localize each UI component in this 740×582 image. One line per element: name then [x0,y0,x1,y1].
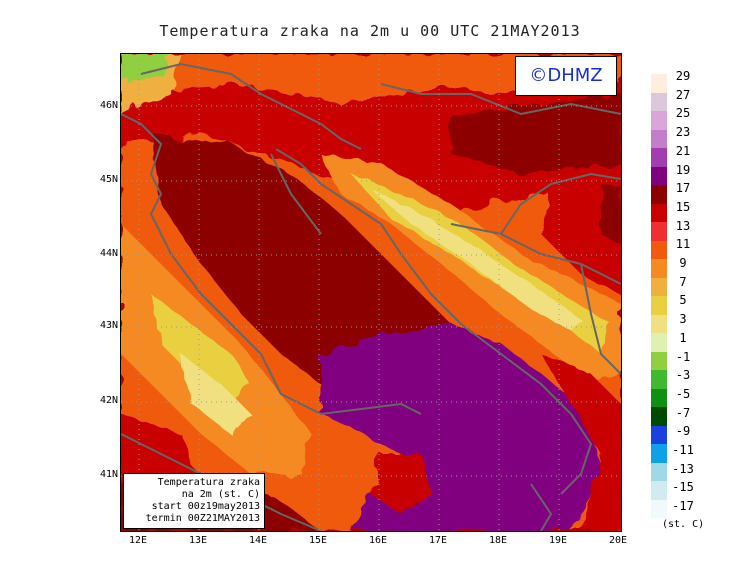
colorbar-swatch [651,185,667,204]
colorbar-swatch [651,407,667,426]
colorbar-swatch [651,351,667,370]
colorbar-swatch [651,314,667,333]
colorbar-label: -11 [672,443,694,457]
colorbar-swatch [651,148,667,167]
colorbar-swatch [651,92,667,111]
colorbar-label: -5 [675,386,691,401]
colorbar-unit: (st. C) [662,519,705,530]
colorbar-label: -9 [675,424,691,439]
colorbar-label: 1 [679,330,687,345]
lon-label-12e: 12E [128,535,148,546]
colorbar-swatch [651,481,667,500]
lon-label-13e: 13E [188,535,208,546]
info-line-4: termin 00Z21MAY2013 [145,513,260,524]
colorbar-label: 25 [675,106,691,121]
colorbar-swatch [651,74,667,93]
lon-label-20e: 20E [608,535,628,546]
lat-label-42n: 42N [99,395,118,406]
dhmz-logo: ©DHMZ [515,56,617,96]
info-line-2: na 2m (st. C) [181,489,260,500]
colorbar-swatch [651,499,667,518]
colorbar-label: 23 [675,125,691,140]
colorbar-label: -3 [675,368,691,383]
map-title: Temperatura zraka na 2m u 00 UTC 21MAY20… [159,22,581,40]
temperature-field [121,54,621,531]
lon-label-17e: 17E [428,535,448,546]
colorbar-label: 15 [675,199,691,214]
lat-label-45n: 45N [99,174,118,185]
colorbar-label: 17 [675,181,691,196]
colorbar [651,74,667,518]
lon-label-19e: 19E [548,535,568,546]
colorbar-swatch [651,240,667,259]
colorbar-swatch [651,203,667,222]
lat-label-43n: 43N [99,320,118,331]
colorbar-label: 11 [675,237,691,252]
coastline [121,62,621,531]
colorbar-swatch [651,370,667,389]
graticule [121,54,621,531]
colorbar-label: -17 [672,499,694,514]
colorbar-swatch [651,333,667,352]
colorbar-label: 3 [679,312,687,327]
lon-label-18e: 18E [488,535,508,546]
colorbar-label: -7 [675,405,691,420]
colorbar-swatch [651,296,667,315]
colorbar-label: 13 [675,218,691,233]
lon-label-14e: 14E [248,535,268,546]
colorbar-label: -1 [675,349,691,364]
colorbar-label: 29 [675,69,691,83]
lat-label-44n: 44N [99,248,118,259]
colorbar-swatch [651,111,667,130]
colorbar-swatch [651,444,667,463]
colorbar-swatch [651,166,667,185]
colorbar-label: 27 [675,87,691,102]
colorbar-swatch [651,277,667,296]
temperature-map: ©DHMZ Temperatura zraka na 2m (st. C) st… [120,53,622,532]
colorbar-swatch [651,222,667,241]
colorbar-label: 19 [675,162,691,177]
colorbar-label: -13 [672,461,694,476]
colorbar-swatch [651,259,667,278]
colorbar-label: 9 [679,256,687,270]
info-line-3: start 00z19may2013 [151,501,260,512]
colorbar-swatch [651,425,667,444]
lon-label-15e: 15E [308,535,328,546]
colorbar-label: 5 [679,293,687,308]
lat-label-46n: 46N [99,100,118,111]
colorbar-swatch [651,129,667,148]
colorbar-swatch [651,462,667,481]
colorbar-label: 7 [679,274,687,289]
info-box: Temperatura zraka na 2m (st. C) start 00… [123,473,265,529]
colorbar-label: -15 [672,480,694,495]
lat-label-41n: 41N [99,469,118,480]
colorbar-label: 21 [675,143,691,158]
lon-label-16e: 16E [368,535,388,546]
colorbar-swatch [651,388,667,407]
info-line-1: Temperatura zraka [157,477,260,488]
